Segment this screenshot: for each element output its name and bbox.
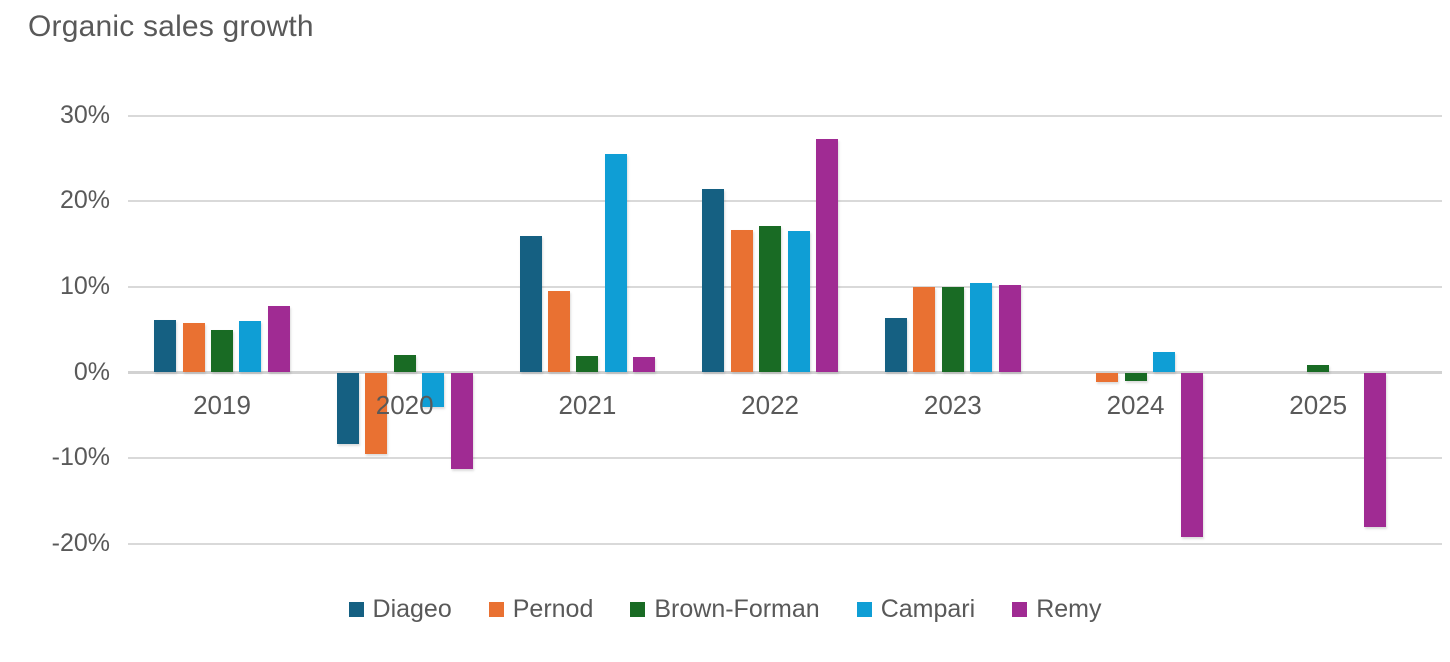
legend-swatch-brown-forman	[630, 602, 646, 617]
bar-diageo-2019	[154, 320, 177, 373]
y-tick-label--20: -20%	[51, 528, 110, 557]
bar-brown-forman-2021	[576, 356, 599, 373]
bar-brown-forman-2022	[759, 226, 782, 373]
gridline-30	[128, 114, 1442, 117]
legend-swatch-remy	[1012, 602, 1028, 617]
legend-swatch-pernod	[488, 602, 504, 617]
y-tick-label-30: 30%	[59, 100, 110, 129]
bar-pernod-2020	[365, 372, 388, 454]
bar-diageo-2022	[702, 189, 725, 373]
bar-diageo-2021	[519, 236, 542, 373]
x-tick-label-2024: 2024	[1106, 390, 1165, 420]
legend-item-pernod: Pernod	[488, 595, 594, 624]
bar-brown-forman-2020	[393, 355, 416, 373]
y-tick-label--10: -10%	[51, 443, 110, 472]
bar-pernod-2023	[913, 286, 936, 373]
legend-label-brown-forman: Brown-Forman	[654, 595, 820, 623]
bar-remy-2020	[450, 372, 473, 470]
legend-label-remy: Remy	[1036, 595, 1102, 623]
gridline--10	[128, 457, 1442, 460]
bar-campari-2022	[787, 231, 810, 373]
legend-swatch-campari	[856, 602, 872, 617]
y-tick-label-20: 20%	[59, 186, 110, 215]
x-tick-label-2025: 2025	[1289, 390, 1348, 420]
legend-label-campari: Campari	[880, 595, 976, 623]
bar-remy-2024	[1181, 372, 1204, 537]
legend-swatch-diageo	[348, 602, 364, 617]
bar-brown-forman-2024	[1124, 372, 1147, 382]
bar-brown-forman-2025	[1307, 364, 1330, 373]
bar-campari-2024	[1152, 351, 1175, 373]
bar-remy-2023	[998, 285, 1021, 373]
bar-remy-2021	[633, 357, 656, 373]
bar-diageo-2020	[336, 372, 359, 445]
bar-remy-2025	[1364, 372, 1386, 528]
legend-item-campari: Campari	[856, 595, 976, 624]
legend-label-diageo: Diageo	[372, 595, 452, 623]
legend-label-pernod: Pernod	[512, 595, 594, 623]
bar-campari-2020	[422, 372, 445, 407]
x-tick-label-2020: 2020	[375, 390, 434, 420]
bar-remy-2022	[815, 138, 838, 373]
bar-diageo-2023	[885, 317, 907, 373]
bar-pernod-2019	[182, 322, 205, 373]
bar-brown-forman-2019	[211, 329, 233, 373]
y-tick-label-0: 0%	[73, 357, 110, 386]
x-tick-label-2019: 2019	[193, 390, 251, 420]
bar-remy-2019	[267, 305, 290, 373]
legend-item-brown-forman: Brown-Forman	[630, 595, 820, 624]
legend-item-remy: Remy	[1012, 595, 1101, 624]
bar-campari-2023	[970, 282, 993, 373]
x-tick-label-2023: 2023	[923, 390, 982, 420]
chart-title: Organic sales growth	[28, 10, 314, 43]
bar-campari-2019	[239, 321, 262, 373]
y-tick-label-10: 10%	[59, 271, 110, 300]
bar-campari-2021	[604, 154, 627, 373]
legend-item-diageo: Diageo	[348, 595, 452, 624]
gridline--20	[128, 542, 1442, 545]
bar-pernod-2024	[1096, 372, 1119, 382]
bar-pernod-2022	[730, 229, 753, 373]
bar-brown-forman-2023	[941, 286, 964, 373]
x-tick-label-2022: 2022	[741, 390, 800, 420]
x-tick-label-2021: 2021	[558, 390, 617, 420]
bar-pernod-2021	[548, 291, 570, 373]
x-axis-line	[128, 371, 1442, 374]
legend: Diageo Pernod Brown-Forman Campari Remy	[0, 595, 1450, 624]
gridline-10	[128, 285, 1442, 288]
gridline-20	[128, 200, 1442, 203]
